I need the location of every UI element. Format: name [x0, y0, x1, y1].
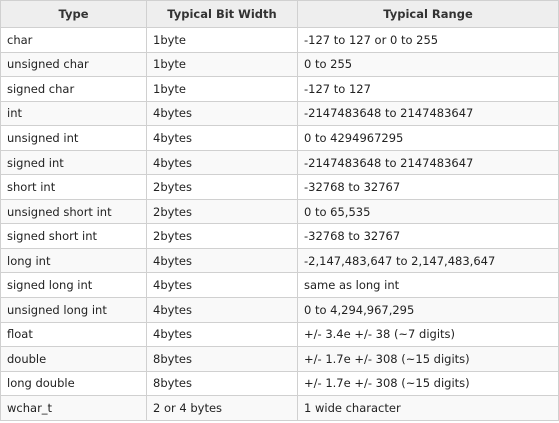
cell-range: +/- 3.4e +/- 38 (~7 digits) [297, 321, 559, 348]
cell-type: signed long int [0, 272, 147, 299]
column-header-range: Typical Range [297, 0, 559, 28]
cell-bit-width: 1byte [146, 51, 298, 78]
table-row: float 4bytes +/- 3.4e +/- 38 (~7 digits) [0, 321, 559, 348]
cell-range: -2,147,483,647 to 2,147,483,647 [297, 247, 559, 274]
table-row: long double 8bytes +/- 1.7e +/- 308 (~15… [0, 370, 559, 397]
table-row: short int 2bytes -32768 to 32767 [0, 174, 559, 200]
column-header-type: Type [0, 0, 147, 28]
cell-bit-width: 2bytes [146, 223, 298, 249]
cell-bit-width: 2bytes [146, 198, 298, 225]
cell-range: 0 to 255 [297, 51, 559, 78]
cell-bit-width: 2 or 4 bytes [146, 395, 298, 421]
cell-type: short int [0, 174, 147, 200]
cell-bit-width: 2bytes [146, 174, 298, 200]
cell-type: wchar_t [0, 395, 147, 421]
table-row: signed long int 4bytes same as long int [0, 272, 559, 299]
cell-bit-width: 4bytes [146, 100, 298, 127]
table-header: Type Typical Bit Width Typical Range [0, 0, 559, 28]
cell-range: -127 to 127 or 0 to 255 [297, 27, 559, 53]
cell-type: float [0, 321, 147, 348]
table-row: unsigned long int 4bytes 0 to 4,294,967,… [0, 297, 559, 323]
cell-type: int [0, 100, 147, 127]
cell-range: -127 to 127 [297, 76, 559, 102]
cell-range: -2147483648 to 2147483647 [297, 149, 559, 176]
cell-type: double [0, 346, 147, 372]
cell-bit-width: 4bytes [146, 321, 298, 348]
cell-range: 1 wide character [297, 395, 559, 421]
cell-range: same as long int [297, 272, 559, 299]
cell-type: long int [0, 247, 147, 274]
table-row: char 1byte -127 to 127 or 0 to 255 [0, 27, 559, 53]
cell-bit-width: 1byte [146, 76, 298, 102]
cell-range: +/- 1.7e +/- 308 (~15 digits) [297, 370, 559, 397]
cell-range: -32768 to 32767 [297, 223, 559, 249]
cell-type: char [0, 27, 147, 53]
cell-range: -32768 to 32767 [297, 174, 559, 200]
cell-bit-width: 4bytes [146, 297, 298, 323]
cell-bit-width: 4bytes [146, 272, 298, 299]
cell-bit-width: 8bytes [146, 370, 298, 397]
cell-type: signed int [0, 149, 147, 176]
cell-range: 0 to 65,535 [297, 198, 559, 225]
header-row: Type Typical Bit Width Typical Range [0, 0, 559, 28]
table-row: signed char 1byte -127 to 127 [0, 76, 559, 102]
table-row: int 4bytes -2147483648 to 2147483647 [0, 100, 559, 127]
table-row: unsigned short int 2bytes 0 to 65,535 [0, 198, 559, 225]
table-row: double 8bytes +/- 1.7e +/- 308 (~15 digi… [0, 346, 559, 372]
table-body: char 1byte -127 to 127 or 0 to 255 unsig… [0, 27, 559, 421]
cell-range: +/- 1.7e +/- 308 (~15 digits) [297, 346, 559, 372]
cell-bit-width: 1byte [146, 27, 298, 53]
table-row: wchar_t 2 or 4 bytes 1 wide character [0, 395, 559, 421]
table-row: unsigned int 4bytes 0 to 4294967295 [0, 125, 559, 151]
cell-range: 0 to 4,294,967,295 [297, 297, 559, 323]
table-row: signed int 4bytes -2147483648 to 2147483… [0, 149, 559, 176]
cell-range: -2147483648 to 2147483647 [297, 100, 559, 127]
cell-type: unsigned long int [0, 297, 147, 323]
table-row: unsigned char 1byte 0 to 255 [0, 51, 559, 78]
table-row: long int 4bytes -2,147,483,647 to 2,147,… [0, 247, 559, 274]
cell-type: unsigned int [0, 125, 147, 151]
cell-range: 0 to 4294967295 [297, 125, 559, 151]
cell-type: unsigned char [0, 51, 147, 78]
cell-type: signed short int [0, 223, 147, 249]
cell-type: unsigned short int [0, 198, 147, 225]
column-header-bit-width: Typical Bit Width [146, 0, 298, 28]
cell-bit-width: 4bytes [146, 247, 298, 274]
cell-bit-width: 4bytes [146, 149, 298, 176]
cell-type: long double [0, 370, 147, 397]
cell-bit-width: 4bytes [146, 125, 298, 151]
cell-type: signed char [0, 76, 147, 102]
table-row: signed short int 2bytes -32768 to 32767 [0, 223, 559, 249]
cell-bit-width: 8bytes [146, 346, 298, 372]
